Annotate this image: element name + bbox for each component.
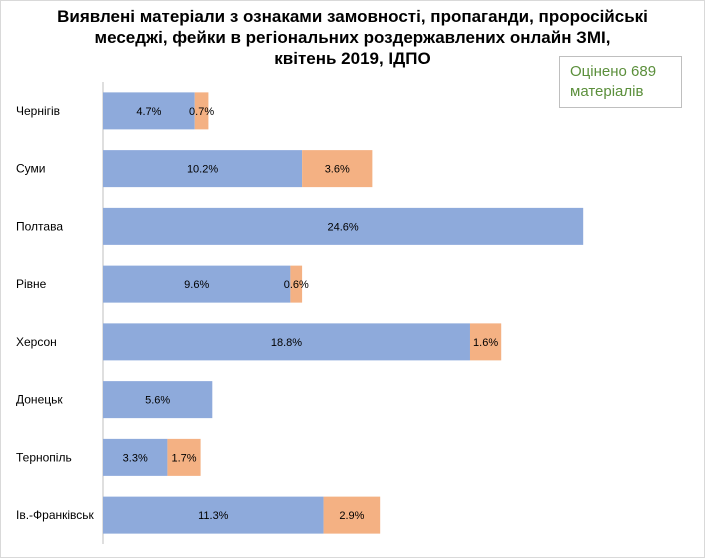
chart-title-line-1: Виявлені матеріали з ознаками замовності… [57,7,648,26]
chart-title: Виявлені матеріали з ознаками замовності… [0,6,705,69]
annotation-line-2: матеріалів [570,83,644,100]
data-label: 4.7% [136,106,161,118]
chart-title-line-3: квітень 2019, ІДПО [274,49,431,68]
bar-segment-primary [103,438,168,476]
data-label: 2.9% [339,510,364,522]
bar-segment-primary [103,265,291,303]
data-label: 24.6% [327,221,358,233]
bar-segment-secondary [323,496,381,534]
bar-segment-primary [103,496,324,534]
bar-segment-primary [103,150,303,188]
bar-segment-primary [103,92,195,130]
category-label: Полтава [16,219,63,233]
data-label: 0.6% [284,279,309,291]
bar-segment-secondary [469,323,502,361]
bar-segment-primary [103,323,470,361]
bar-segment-primary [103,207,584,245]
category-label: Суми [16,162,45,176]
data-label: 11.3% [198,510,229,522]
category-label: Донецьк [16,393,63,407]
annotation-box: Оцінено 689 матеріалів [559,56,682,108]
data-label: 9.6% [184,279,209,291]
category-label: Рівне [16,277,47,291]
bar-segment-secondary [167,438,201,476]
category-label: Чернігів [16,104,60,118]
annotation-line-1: Оцінено 689 [570,63,657,80]
bar-segment-primary [103,381,213,419]
data-label: 1.6% [473,337,498,349]
data-label: 5.6% [145,395,170,407]
bar-segment-secondary [194,92,209,130]
bar-segment-secondary [302,150,373,188]
bar-segment-secondary [290,265,303,303]
data-label: 18.8% [271,337,302,349]
category-label: Херсон [16,335,57,349]
category-label: Тернопіль [16,450,72,464]
category-label: Ів.-Франківськ [16,508,95,522]
data-label: 3.3% [123,452,148,464]
data-label: 10.2% [187,164,218,176]
data-label: 0.7% [189,106,214,118]
data-label: 3.6% [325,164,350,176]
chart-title-line-2: меседжі, фейки в регіональних роздержавл… [94,28,611,47]
data-label: 1.7% [171,452,196,464]
